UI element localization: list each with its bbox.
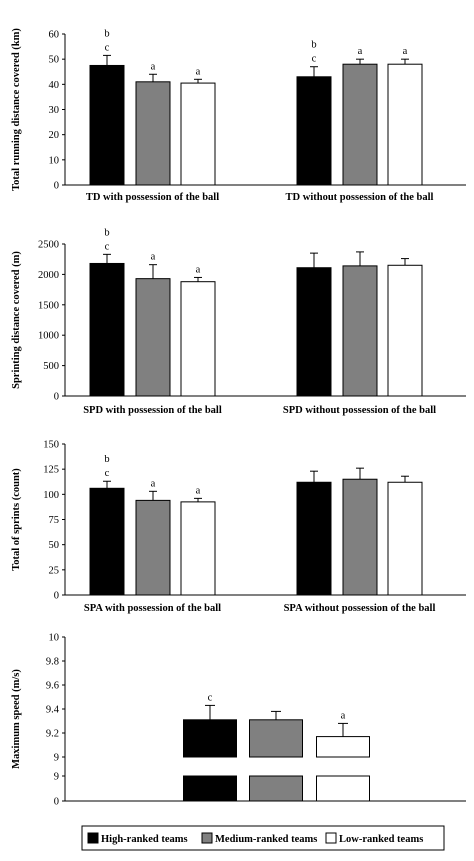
bar	[342, 63, 378, 186]
legend-swatch	[87, 832, 99, 844]
bar	[183, 719, 237, 758]
bar	[89, 487, 125, 596]
y-tick-label: 100	[43, 490, 59, 501]
y-tick-label: 0	[54, 181, 59, 192]
category-label: SPD with possession of the ball	[83, 405, 222, 416]
bar	[387, 63, 423, 186]
y-tick-label: 9.4	[46, 705, 60, 716]
y-tick-label: 125	[43, 465, 59, 476]
y-tick-label: 2500	[38, 240, 59, 251]
bar	[249, 719, 303, 758]
bar	[89, 64, 125, 186]
bar	[387, 264, 423, 397]
significance-label: c	[105, 241, 110, 252]
chart-panel-total-sprints: 0 25 50 75 100 125 150 Total of sprints (count)…	[11, 440, 466, 614]
y-axis-label: Sprinting distance covered (m)	[11, 251, 22, 389]
y-tick-label: 25	[49, 565, 60, 576]
bar	[135, 278, 171, 397]
legend-swatch	[201, 832, 213, 844]
chart-panel-total-running-distance: 0 10 20 30 40 50 60 Total running distance cove…	[11, 28, 466, 203]
bar	[296, 481, 332, 596]
y-tick-label: 9.6	[46, 681, 59, 692]
bar	[316, 775, 370, 802]
significance-label: c	[105, 42, 110, 53]
y-tick-label: 9	[54, 753, 59, 764]
significance-label: b	[104, 28, 109, 39]
bar	[180, 501, 216, 596]
chart-panel-sprinting-distance: 0 500 1000 1500 2000 2500 Sprinting distance c…	[11, 227, 466, 416]
y-tick-label: 75	[49, 515, 60, 526]
y-tick-label: 9.2	[46, 729, 59, 740]
y-tick-label: 30	[49, 105, 60, 116]
y-tick-label: 0	[54, 797, 59, 808]
significance-label: a	[403, 46, 408, 57]
y-tick-label: 60	[49, 30, 60, 41]
bar	[180, 281, 216, 397]
bar	[342, 265, 378, 397]
y-tick-label: 10	[49, 633, 60, 644]
y-tick-label: 0	[54, 591, 59, 602]
bar	[249, 775, 303, 802]
legend-box	[81, 825, 445, 851]
significance-label: c	[208, 692, 213, 703]
category-label: TD without possession of the ball	[286, 192, 434, 203]
significance-label: a	[196, 66, 201, 77]
y-tick-label: 150	[43, 440, 59, 451]
bar	[296, 76, 332, 186]
y-axis-label: Total of sprints (count)	[11, 468, 22, 571]
bar	[180, 82, 216, 186]
significance-label: a	[358, 46, 363, 57]
legend-swatch	[325, 832, 337, 844]
bar	[135, 499, 171, 596]
y-tick-label: 1500	[38, 300, 59, 311]
significance-label: a	[341, 710, 346, 721]
chart-panel-maximum-speed: 0 9 9 9.2 9.4 9.6 9.8 10 Maximum speed (m/s) c a	[11, 633, 466, 808]
y-tick-label: 50	[49, 55, 60, 66]
y-tick-label: 40	[49, 80, 60, 91]
bar	[135, 81, 171, 186]
significance-label: c	[312, 54, 317, 65]
bar	[342, 478, 378, 596]
significance-label: b	[104, 227, 109, 238]
category-label: SPA without possession of the ball	[284, 603, 436, 614]
y-axis-label: Maximum speed (m/s)	[11, 669, 22, 769]
legend: High-ranked teams Medium-ranked teams Low-…	[81, 825, 445, 851]
y-axis-label: Total running distance covered (km)	[11, 28, 22, 191]
significance-label: a	[151, 478, 156, 489]
bar	[89, 262, 125, 397]
y-tick-label: 1000	[38, 331, 59, 342]
significance-label: b	[104, 454, 109, 465]
significance-label: c	[105, 468, 110, 479]
y-tick-label: 0	[54, 392, 59, 403]
bar	[316, 736, 370, 758]
y-tick-label: 2000	[38, 270, 59, 281]
significance-label: a	[151, 252, 156, 263]
bar	[387, 481, 423, 596]
bar	[183, 775, 237, 802]
y-tick-label: 9.8	[46, 657, 59, 668]
bar	[296, 267, 332, 397]
significance-label: a	[151, 61, 156, 72]
significance-label: a	[196, 485, 201, 496]
legend-label: Medium-ranked teams	[215, 834, 317, 845]
y-tick-label: 9	[54, 772, 59, 783]
category-label: SPD without possession of the ball	[283, 405, 436, 416]
category-label: TD with possession of the ball	[86, 192, 219, 203]
legend-label: Low-ranked teams	[339, 834, 423, 845]
y-tick-label: 50	[49, 540, 60, 551]
y-tick-label: 10	[49, 155, 60, 166]
y-tick-label: 20	[49, 130, 60, 141]
category-label: SPA with possession of the ball	[84, 603, 221, 614]
legend-label: High-ranked teams	[101, 834, 188, 845]
significance-label: a	[196, 264, 201, 275]
significance-label: b	[311, 40, 316, 51]
y-tick-label: 500	[43, 361, 59, 372]
